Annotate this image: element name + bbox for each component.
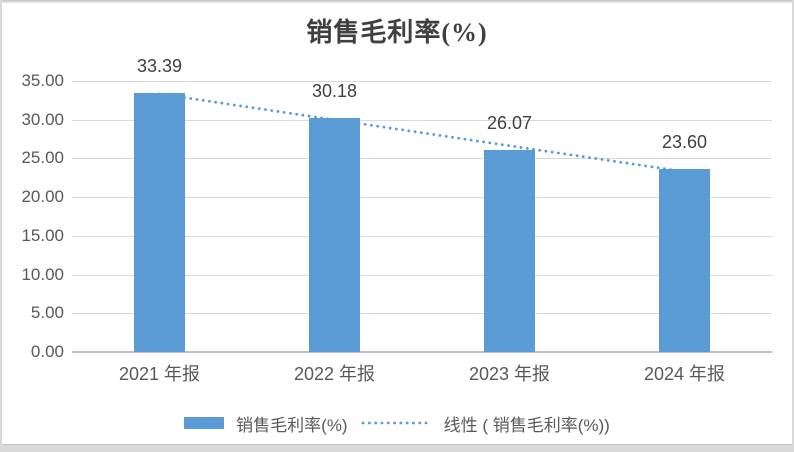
x-axis-line xyxy=(72,351,772,353)
gridline xyxy=(72,197,772,199)
bar xyxy=(134,93,185,352)
x-axis-category-label: 2021 年报 xyxy=(118,364,201,384)
x-axis-category-label: 2023 年报 xyxy=(468,364,551,384)
bar xyxy=(484,150,535,352)
y-axis-tick-label: 20.00 xyxy=(21,187,64,207)
x-axis-category-label: 2022 年报 xyxy=(293,364,376,384)
bar xyxy=(309,118,360,352)
gridline xyxy=(72,235,772,237)
x-axis-category-label: 2024 年报 xyxy=(643,364,726,384)
gridline xyxy=(72,313,772,315)
chart-bottom-edge xyxy=(2,444,792,452)
chart-top-edge xyxy=(2,0,792,3)
trendline xyxy=(158,92,686,174)
legend-trendline-swatch xyxy=(361,421,431,425)
y-axis-tick-label: 15.00 xyxy=(21,225,64,245)
bar-data-label: 30.18 xyxy=(311,81,358,102)
bar xyxy=(659,169,710,352)
legend-trendline-label: 线性 ( 销售毛利率(%)) xyxy=(443,415,610,435)
y-axis-tick-label: 35.00 xyxy=(21,71,64,90)
legend-bar-swatch xyxy=(184,417,225,429)
chart-title: 销售毛利率(%) xyxy=(306,18,488,47)
y-axis-tick-label: 25.00 xyxy=(21,148,64,168)
y-axis-tick-label: 30.00 xyxy=(21,109,64,129)
gridline xyxy=(72,81,772,82)
gridline xyxy=(72,274,772,276)
y-axis-tick-label: 0.00 xyxy=(30,342,64,361)
bar-data-label: 23.60 xyxy=(661,132,708,153)
bar-data-label: 33.39 xyxy=(136,56,183,77)
bar-data-label: 26.07 xyxy=(486,113,533,134)
y-axis-tick-label: 10.00 xyxy=(21,264,64,284)
y-axis-tick-label: 5.00 xyxy=(30,303,64,323)
legend: 销售毛利率(%) 线性 ( 销售毛利率(%)) xyxy=(2,410,792,436)
legend-bar-label: 销售毛利率(%) xyxy=(236,415,348,435)
